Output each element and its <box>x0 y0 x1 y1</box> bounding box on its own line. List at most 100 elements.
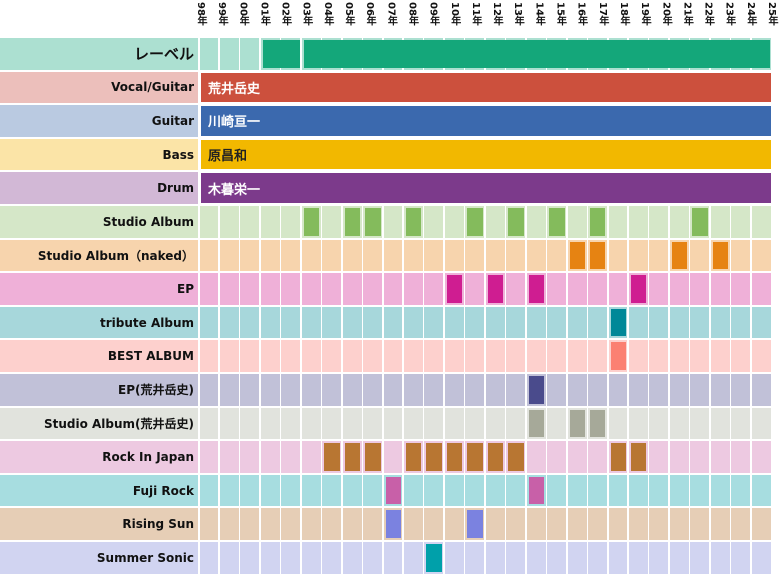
grid-cell <box>260 474 280 507</box>
grid-cell <box>649 542 669 574</box>
grid-cell <box>588 340 607 372</box>
member-bar: 川崎亘一 <box>201 106 771 136</box>
grid-cell <box>240 441 260 473</box>
grid-cell <box>547 306 567 339</box>
grid-cell <box>465 273 485 305</box>
grid-cell <box>424 508 444 540</box>
year-tick-label: 00年 <box>237 2 249 26</box>
grid-cell <box>628 206 648 238</box>
event-mark <box>712 241 729 270</box>
grid-cell <box>301 441 321 473</box>
year-tick-label: 02年 <box>279 2 291 26</box>
grid-cell <box>731 407 751 440</box>
year-tick-label: 19年 <box>639 2 651 26</box>
grid-cell <box>669 407 689 440</box>
grid-cell <box>240 542 260 574</box>
grid-cell <box>506 374 526 406</box>
grid-cell <box>628 474 648 507</box>
grid-cell <box>424 474 444 507</box>
row-label: Rising Sun <box>0 508 198 540</box>
grid-cell <box>588 542 607 574</box>
grid-cell <box>363 340 383 372</box>
grid-cell <box>710 474 730 507</box>
row-label: Fuji Rock <box>0 474 198 507</box>
grid-cell <box>526 206 546 238</box>
grid-cell <box>547 542 567 574</box>
grid-cell <box>751 508 771 540</box>
grid-cell <box>383 206 403 238</box>
grid-cell <box>506 542 526 574</box>
grid-cell <box>731 374 751 406</box>
grid-cell <box>342 273 362 305</box>
grid-cell <box>506 474 526 507</box>
grid-cell <box>628 340 648 372</box>
row-label: Rock In Japan <box>0 441 198 473</box>
grid-cell <box>506 273 526 305</box>
grid-cell <box>649 374 669 406</box>
year-tick-label: 07年 <box>385 2 397 26</box>
grid-cell <box>649 206 669 238</box>
grid-cell <box>690 542 710 574</box>
year-tick-label: 06年 <box>364 2 376 26</box>
grid-cell <box>322 508 342 540</box>
grid-cell <box>567 441 587 473</box>
grid-cell <box>649 474 669 507</box>
grid-cell <box>240 206 260 238</box>
grid-cell <box>240 38 260 70</box>
grid-cell <box>608 374 628 406</box>
grid-cell <box>751 239 771 272</box>
grid-cell <box>404 273 423 305</box>
event-mark <box>385 476 401 505</box>
grid-cell <box>628 239 648 272</box>
year-tick-label: 21年 <box>681 2 693 26</box>
year-tick-label: 03年 <box>300 2 312 26</box>
grid-cell <box>649 441 669 473</box>
grid-cell <box>260 273 280 305</box>
year-tick-label: 22年 <box>702 2 714 26</box>
grid-cell <box>260 340 280 372</box>
grid-cell <box>485 306 505 339</box>
grid-cell <box>322 542 342 574</box>
grid-cell <box>301 542 321 574</box>
row-label: tribute Album <box>0 306 198 339</box>
event-mark <box>590 241 606 270</box>
event-mark <box>344 443 361 471</box>
grid-cell <box>751 441 771 473</box>
event-mark <box>406 208 422 236</box>
event-mark <box>528 275 545 303</box>
grid-cell <box>199 542 219 574</box>
grid-cell <box>322 206 342 238</box>
grid-cell <box>547 239 567 272</box>
grid-cell <box>404 508 423 540</box>
event-mark <box>692 208 708 236</box>
grid-cell <box>342 239 362 272</box>
grid-cell <box>526 306 546 339</box>
event-mark <box>549 208 565 236</box>
grid-cell <box>260 508 280 540</box>
grid-cell <box>751 374 771 406</box>
grid-cell <box>383 441 403 473</box>
grid-cell <box>322 273 342 305</box>
grid-cell <box>404 542 423 574</box>
grid-cell <box>710 508 730 540</box>
grid-cell <box>751 474 771 507</box>
event-mark <box>487 275 504 303</box>
grid-cell <box>342 542 362 574</box>
row-label: EP(荒井岳史) <box>0 374 198 406</box>
grid-cell <box>669 474 689 507</box>
event-mark <box>303 208 320 236</box>
grid-cell <box>731 273 751 305</box>
grid-cell <box>424 340 444 372</box>
grid-cell <box>363 542 383 574</box>
grid-cell <box>281 239 301 272</box>
grid-cell <box>506 340 526 372</box>
grid-cell <box>219 374 239 406</box>
grid-cell <box>322 474 342 507</box>
row-label: BEST ALBUM <box>0 340 198 372</box>
year-tick-label: 05年 <box>343 2 355 26</box>
event-mark <box>610 443 626 471</box>
grid-cell <box>301 508 321 540</box>
grid-cell <box>567 374 587 406</box>
grid-cell <box>444 542 464 574</box>
